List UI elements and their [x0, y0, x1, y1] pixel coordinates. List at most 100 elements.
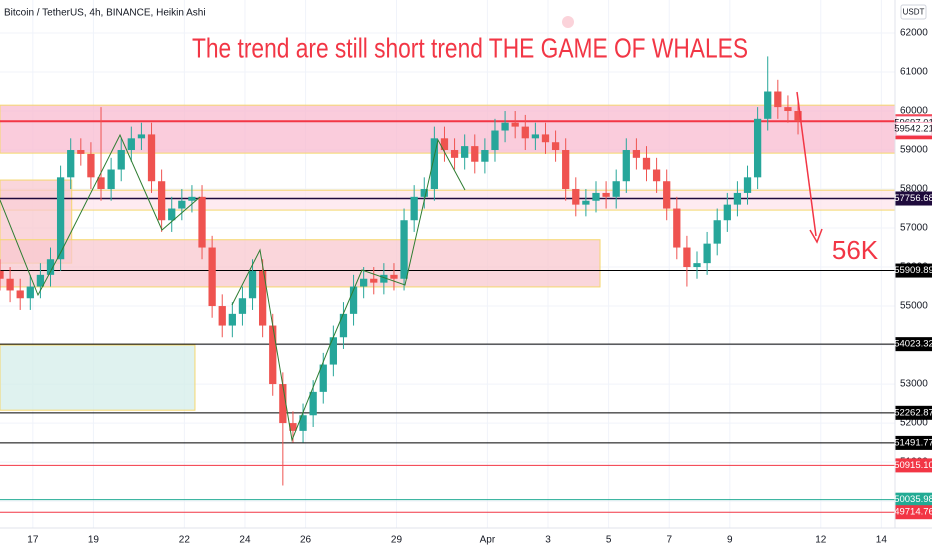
- candle-body: [269, 325, 277, 385]
- candle-body: [430, 138, 439, 190]
- price-label: 57756.68: [894, 193, 932, 204]
- candle-body: [329, 337, 337, 365]
- candle-body: [77, 150, 85, 154]
- candle-body: [743, 177, 752, 193]
- candle-body: [26, 286, 34, 299]
- y-tick-label: 53000: [900, 379, 928, 390]
- zone: [0, 239, 601, 288]
- price-label: 51491.77: [894, 437, 932, 448]
- candle-body: [733, 192, 742, 205]
- candle-body: [178, 200, 186, 209]
- candle-body: [440, 138, 449, 151]
- candle-body: [56, 177, 65, 260]
- x-tick-label: 19: [88, 535, 100, 546]
- candle-body: [673, 208, 681, 248]
- candle-body: [137, 134, 146, 139]
- price-label-box: [895, 263, 932, 278]
- candle-body: [188, 196, 196, 201]
- candle-body: [774, 91, 782, 108]
- y-tick-label: 52000: [900, 418, 928, 429]
- candle-body: [349, 286, 358, 314]
- x-tick-label: 5: [606, 535, 612, 546]
- x-tick-label: 3: [545, 535, 551, 546]
- candle-body: [168, 208, 176, 221]
- candle-body: [794, 111, 802, 122]
- target-label: 56K: [832, 235, 879, 265]
- candle-body: [299, 415, 307, 431]
- candle-body: [117, 150, 125, 170]
- arrow-head: [809, 228, 823, 244]
- zigzag: [231, 138, 466, 442]
- candle-body: [0, 270, 4, 279]
- candle-body: [6, 278, 14, 291]
- price-label: 54023.32: [894, 339, 932, 350]
- price-label-box: [895, 191, 932, 206]
- candle-body: [642, 157, 651, 170]
- candle-body: [16, 290, 24, 299]
- price-label-box: [895, 405, 932, 420]
- x-tick-label: Apr: [480, 535, 496, 546]
- forecast-arrow: [796, 91, 817, 237]
- price-label-box: [895, 505, 932, 520]
- marker: [562, 16, 574, 28]
- candle-body: [572, 189, 580, 205]
- price-label: 50035.98: [894, 494, 932, 505]
- candle-body: [127, 138, 135, 151]
- candle-body: [501, 122, 509, 131]
- x-tick-label: 17: [27, 535, 39, 546]
- y-tick-label: 61000: [900, 67, 928, 78]
- candle-body: [784, 107, 792, 112]
- candle-body: [360, 278, 368, 287]
- candle-body: [410, 196, 418, 221]
- price-labels: 59736.8023:2359697.0159542.2157756.68559…: [894, 114, 932, 520]
- candle-body: [521, 126, 529, 139]
- price-label-box: [895, 121, 932, 136]
- price-label-box: [895, 337, 932, 352]
- candle-body: [612, 181, 620, 197]
- candle-body: [491, 130, 499, 151]
- candle-body: [632, 150, 641, 158]
- candle-body: [420, 189, 428, 197]
- candle-body: [238, 298, 247, 314]
- candle-body: [602, 192, 610, 197]
- candle-body: [693, 263, 701, 268]
- zone: [0, 189, 896, 211]
- x-tick-label: 7: [666, 535, 672, 546]
- zigzag: [0, 133, 201, 297]
- currency: USDT: [903, 8, 925, 17]
- y-tick-label: 57000: [900, 223, 928, 234]
- candle-body: [683, 247, 691, 268]
- price-label: 59542.21: [894, 123, 932, 134]
- candle-body: [713, 220, 721, 244]
- zone: [0, 344, 196, 411]
- candle-body: [551, 142, 560, 151]
- candle-body: [461, 146, 469, 158]
- candle-body: [703, 243, 711, 264]
- candle-body: [46, 259, 55, 275]
- x-tick-label: 24: [239, 535, 251, 546]
- candle-body: [309, 391, 317, 416]
- y-tick-label: 60000: [900, 106, 928, 117]
- x-tick-label: 29: [391, 535, 403, 546]
- candle-body: [97, 177, 105, 190]
- candle-body: [753, 118, 762, 178]
- candle-body: [147, 134, 156, 182]
- candle-body: [107, 169, 115, 190]
- chart-title: The trend are still short trend THE GAME…: [192, 32, 748, 63]
- candle-body: [622, 150, 630, 182]
- candle-body: [198, 196, 206, 248]
- candle-body: [218, 306, 226, 326]
- currency-badge: [900, 4, 927, 20]
- header: Bitcoin / TetherUS, 4h, BINANCE, Heikin …: [4, 8, 206, 19]
- candle-body: [248, 270, 257, 299]
- candle-body: [652, 169, 661, 182]
- candle-body: [562, 150, 570, 190]
- candle-body: [471, 146, 479, 162]
- candle-body: [531, 134, 540, 139]
- candle-body: [582, 200, 590, 205]
- candle-body: [87, 153, 95, 178]
- candle-body: [36, 274, 45, 287]
- candle-body: [380, 274, 388, 283]
- candle-body: [259, 270, 267, 326]
- price-label-box: [895, 458, 932, 473]
